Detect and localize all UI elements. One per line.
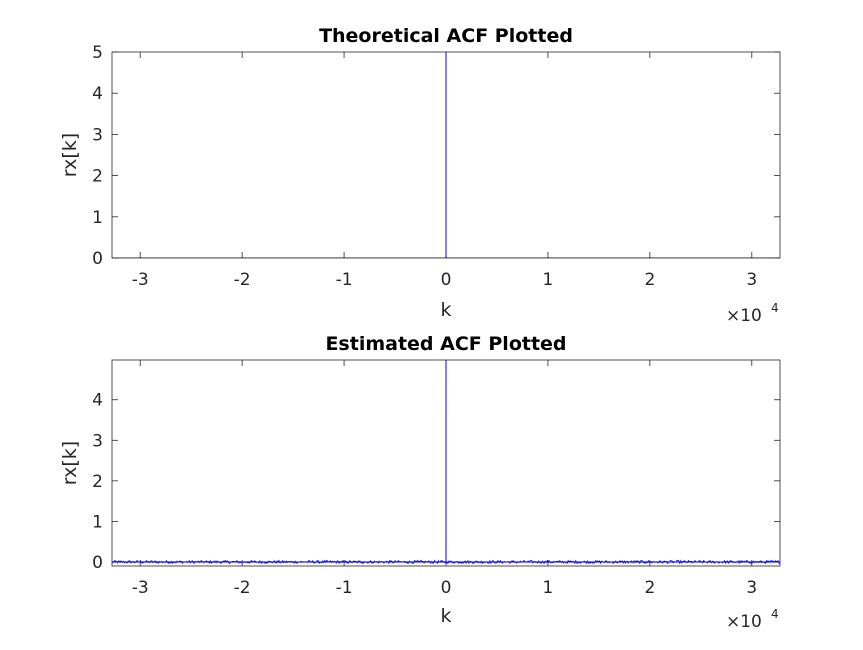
chart-title: Theoretical ACF Plotted [319,25,573,47]
x-tick-label: -3 [132,270,149,290]
y-tick-label: 0 [92,553,103,573]
series-line [112,360,780,563]
x-tick-label: 3 [746,270,757,290]
y-tick-label: 5 [92,43,103,63]
y-axis-label: rx[k] [59,441,81,485]
x-axis-label: k [440,605,451,627]
x-tick-label: 1 [543,578,554,598]
x-tick-label: 2 [644,270,655,290]
y-tick-label: 1 [92,512,103,532]
x-exponent-power: 4 [771,301,779,315]
x-exponent-base: ×10 [726,306,762,326]
x-tick-label: 3 [746,578,757,598]
x-axis-label: k [440,299,451,321]
x-exponent-label: ×10 4 [726,607,779,632]
x-tick-label: -1 [336,578,353,598]
y-tick-label: 3 [92,125,103,145]
y-tick-label: 2 [92,167,103,187]
x-tick-label: 0 [441,578,452,598]
x-exponent-base: ×10 [726,612,762,632]
x-tick-label: -3 [132,578,149,598]
y-tick-label: 4 [92,391,103,411]
y-tick-label: 4 [92,84,103,104]
y-tick-label: 0 [92,249,103,269]
y-tick-label: 1 [92,208,103,228]
x-tick-label: -1 [336,270,353,290]
x-tick-label: 2 [644,578,655,598]
axes-theoretical-acf: Theoretical ACF Plotted k rx[k] ×10 4 -3… [59,25,781,326]
x-tick-label: 1 [543,270,554,290]
x-exponent-power: 4 [771,607,779,621]
y-tick-label: 3 [92,431,103,451]
y-tick-label: 2 [92,472,103,492]
axes-estimated-acf: Estimated ACF Plotted k rx[k] ×10 4 -3 -2… [59,333,781,632]
x-tick-label: 0 [441,270,452,290]
x-exponent-label: ×10 4 [726,301,779,326]
x-tick-label: -2 [234,578,251,598]
y-axis-label: rx[k] [59,133,81,177]
chart-title: Estimated ACF Plotted [325,333,566,355]
x-tick-label: -2 [234,270,251,290]
